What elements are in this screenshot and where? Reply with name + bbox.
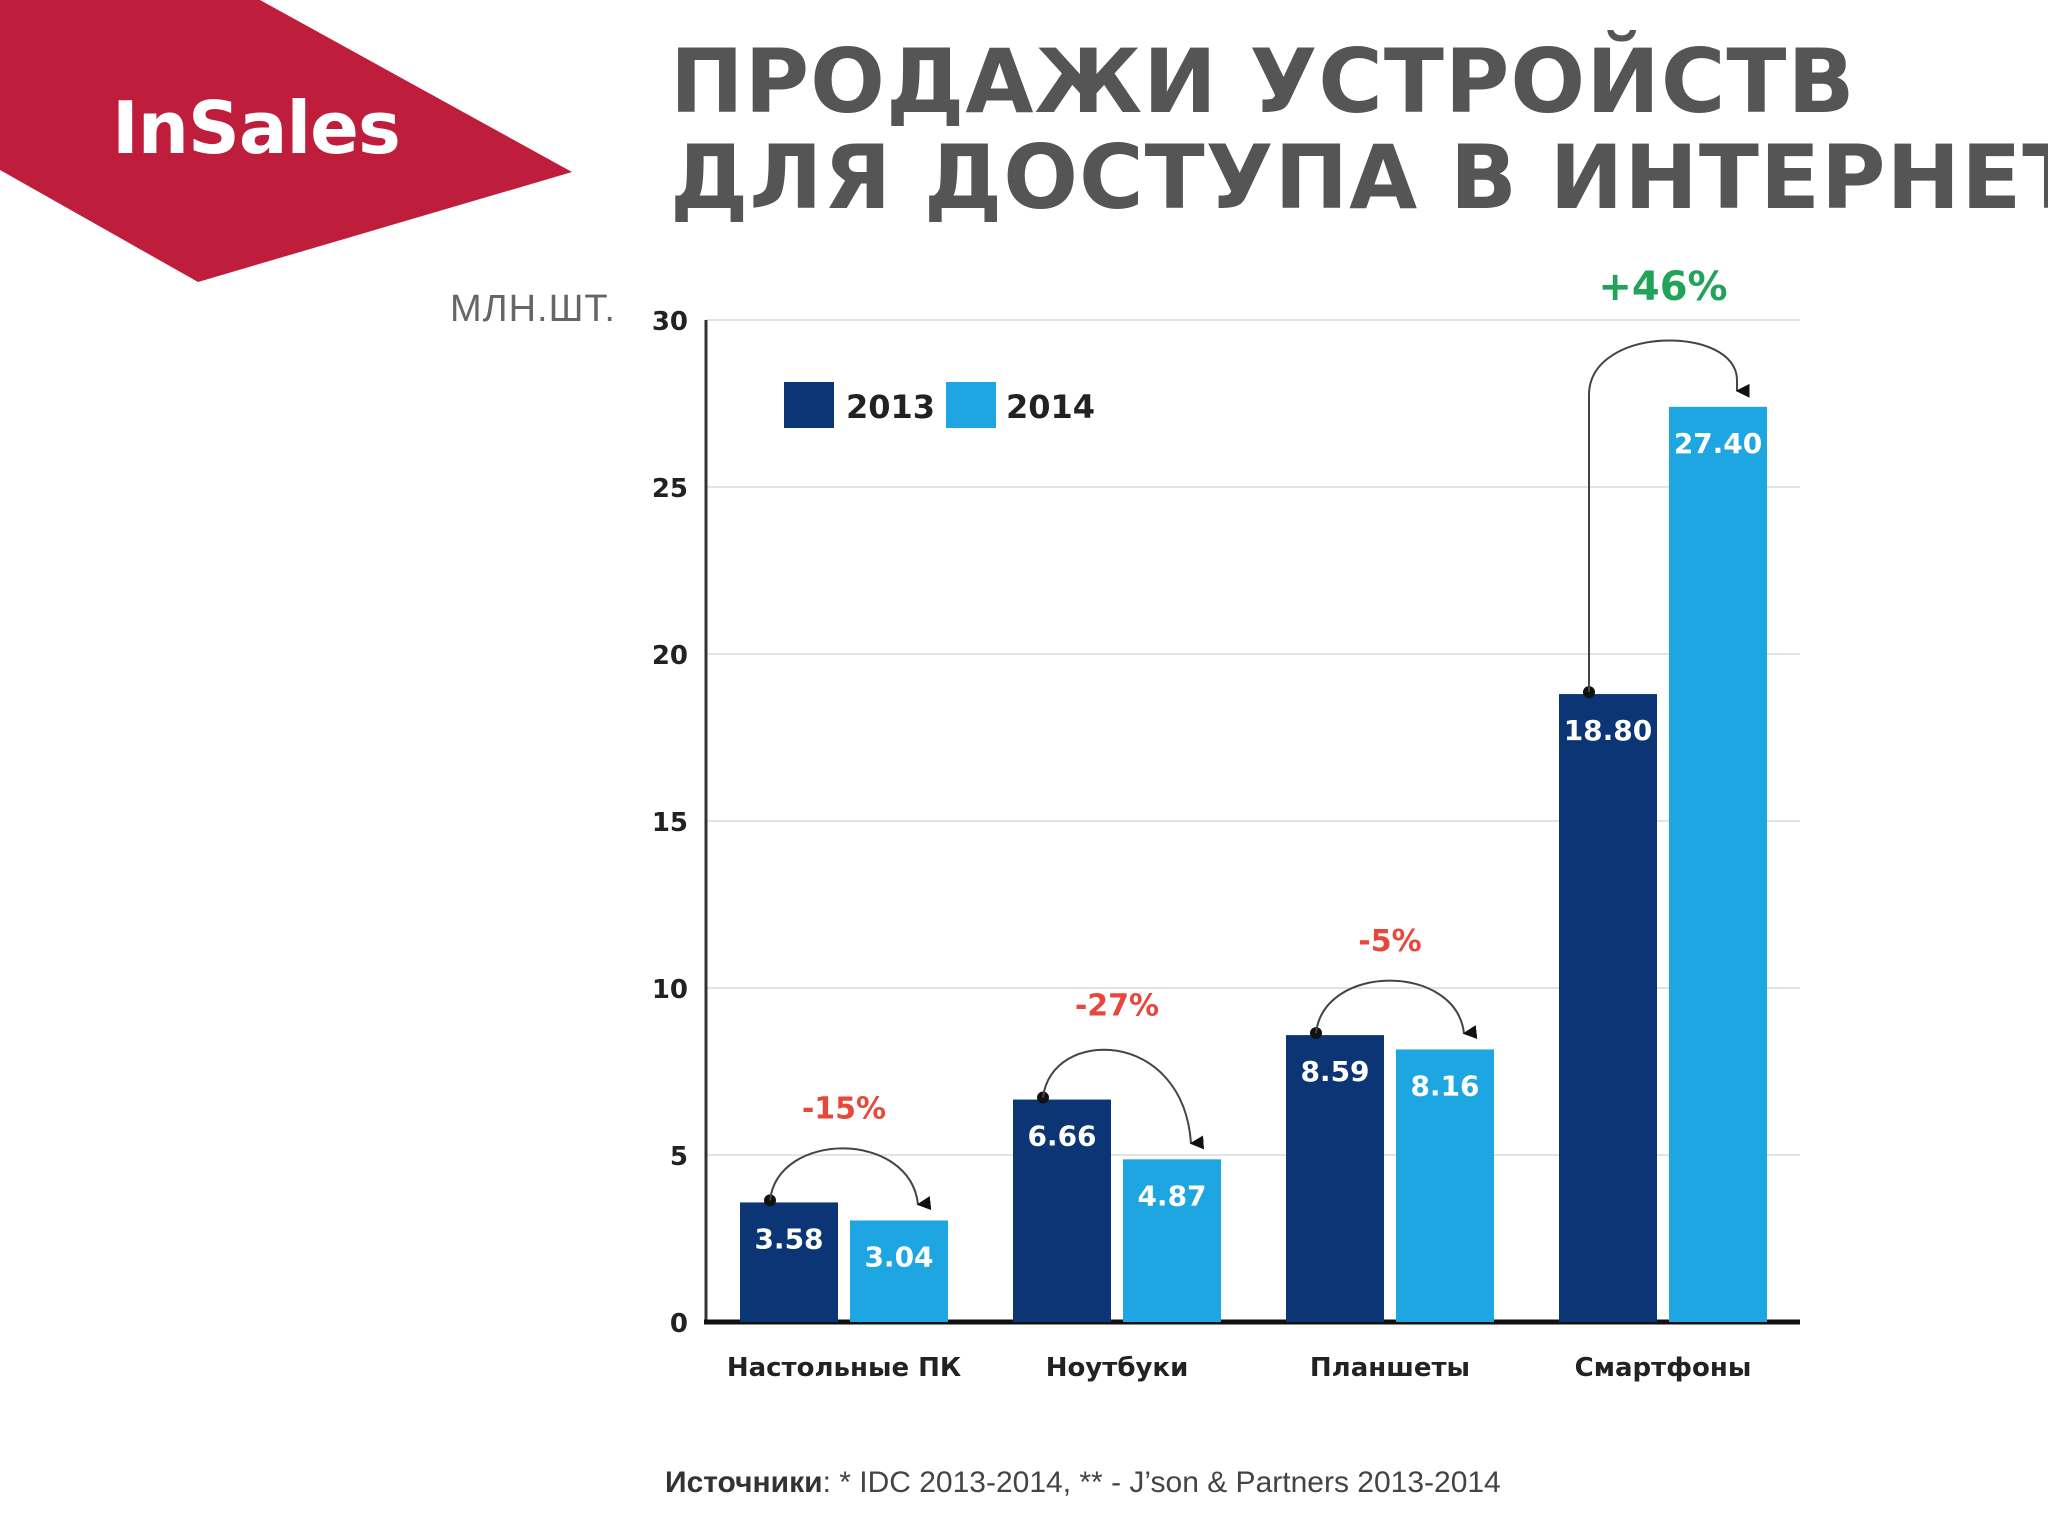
- bar-2013: [1286, 1035, 1384, 1322]
- change-percent-label: -27%: [1075, 989, 1159, 1024]
- source-label: Источники: [665, 1466, 823, 1499]
- bar-value-label: 4.87: [1137, 1179, 1206, 1212]
- x-category-label: Смартфоны: [1575, 1353, 1752, 1383]
- bar-value-label: 3.04: [864, 1240, 933, 1273]
- title-line-2: ДЛЯ ДОСТУПА В ИНТЕРНЕТ: [670, 126, 2048, 229]
- x-category-label: Ноутбуки: [1046, 1353, 1189, 1383]
- bar-value-label: 3.58: [754, 1222, 823, 1255]
- source-note: Источники: * IDC 2013-2014, ** - J’son &…: [665, 1466, 1501, 1500]
- y-tick-label: 0: [670, 1309, 688, 1339]
- page-title: ПРОДАЖИ УСТРОЙСТВ ДЛЯ ДОСТУПА В ИНТЕРНЕТ: [670, 30, 2048, 229]
- bar-2014: [1669, 406, 1767, 1323]
- logo-banner: [0, 0, 572, 282]
- change-arrow: [769, 1147, 932, 1211]
- bar-chart: 0 5 10 15 20 25 30 2013 2014 3.58 3.04 Настольные П…: [652, 264, 1800, 1383]
- bar-2013: [1013, 1099, 1111, 1322]
- change-percent-label: -15%: [802, 1091, 886, 1126]
- legend-swatch-2014: [946, 382, 996, 428]
- source-text: : * IDC 2013-2014, ** - J’son & Partners…: [822, 1466, 1501, 1499]
- bar-value-label: 8.59: [1300, 1055, 1369, 1088]
- bar-value-label: 6.66: [1027, 1120, 1096, 1153]
- bar-2014: [1396, 1049, 1494, 1322]
- legend-label-2013: 2013: [846, 388, 935, 426]
- legend-swatch-2013: [784, 382, 834, 428]
- title-line-1: ПРОДАЖИ УСТРОЙСТВ: [670, 30, 1856, 133]
- y-axis-unit-label: МЛН.ШТ.: [450, 288, 616, 330]
- y-tick-label: 15: [652, 808, 688, 838]
- change-percent-label: -5%: [1358, 924, 1421, 959]
- legend-label-2014: 2014: [1006, 388, 1095, 426]
- change-arrow: [1588, 339, 1750, 693]
- y-tick-label: 30: [652, 307, 688, 337]
- y-tick-label: 10: [652, 975, 688, 1005]
- insales-logo: InSales: [112, 86, 401, 170]
- bar-2014: [1123, 1159, 1221, 1322]
- bar-2013: [1559, 694, 1657, 1322]
- change-arrow: [1042, 1048, 1205, 1150]
- change-arrow: [1315, 979, 1478, 1039]
- bar-2013: [740, 1202, 838, 1322]
- y-tick-label: 5: [670, 1142, 688, 1172]
- bar-value-label: 8.16: [1410, 1069, 1479, 1102]
- change-percent-label: +46%: [1598, 264, 1727, 310]
- x-category-label: Настольные ПК: [727, 1353, 961, 1383]
- x-category-label: Планшеты: [1310, 1353, 1470, 1383]
- y-tick-label: 25: [652, 474, 688, 504]
- bar-2014: [850, 1220, 948, 1322]
- bar-value-label: 18.80: [1564, 714, 1653, 747]
- y-tick-label: 20: [652, 641, 688, 671]
- bar-value-label: 27.40: [1674, 427, 1763, 460]
